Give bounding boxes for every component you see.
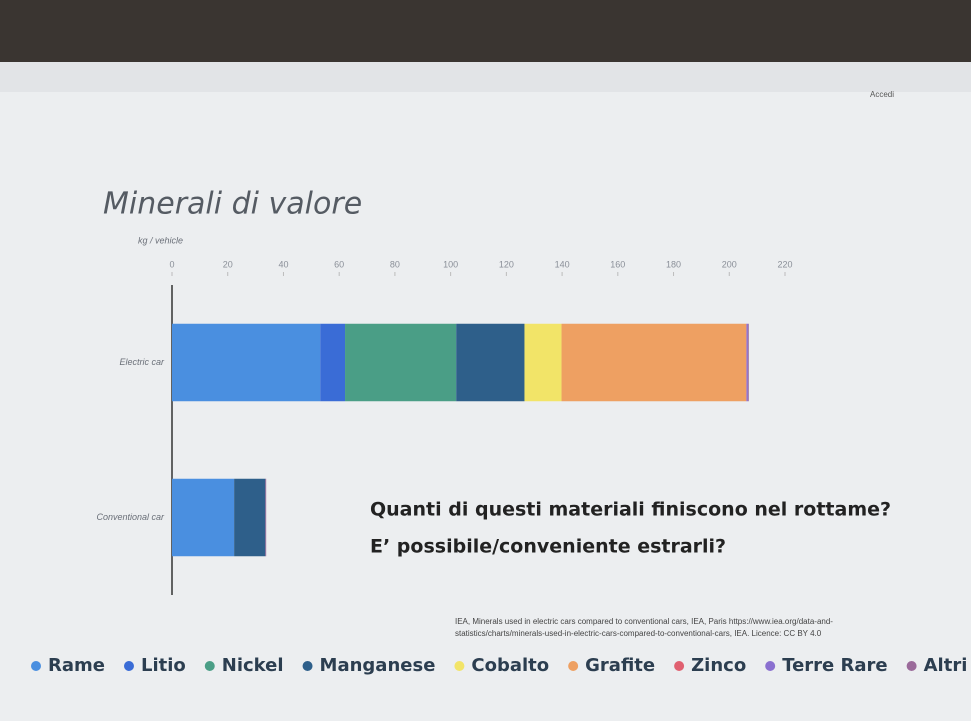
bar-segment [345, 324, 456, 402]
x-tick-label: 20 [223, 259, 233, 269]
x-tick-label: 40 [278, 259, 288, 269]
bar-segment [456, 324, 524, 402]
annotation: E’ possibile/conveniente estrarli? [370, 536, 726, 558]
bar-segment [748, 324, 749, 402]
legend-label: Manganese [320, 655, 436, 676]
room-background [0, 0, 971, 62]
x-tick-label: 200 [722, 259, 737, 269]
bar-segment [524, 324, 561, 402]
x-tick-label: 100 [443, 259, 458, 269]
source: IEA, Minerals used in electric cars comp… [455, 617, 833, 626]
x-tick-label: 60 [334, 259, 344, 269]
bar-segment [562, 324, 747, 402]
legend-swatch [765, 661, 775, 671]
x-tick-label: 160 [610, 259, 625, 269]
chart-title: Minerali di valore [103, 187, 362, 222]
legend-swatch [124, 661, 134, 671]
legend-swatch [454, 661, 464, 671]
legend-label: Rame [48, 655, 105, 676]
legend-label: Zinco [691, 655, 746, 676]
legend-label: Grafite [585, 655, 655, 676]
x-tick-label: 80 [390, 259, 400, 269]
page: {"browser": {"button": "Accedi"}, "chart… [0, 0, 971, 721]
bar-segment [265, 479, 266, 557]
bar-segment [320, 324, 345, 402]
legend-swatch [907, 661, 917, 671]
x-tick-label: 120 [499, 259, 514, 269]
bar-segment [747, 324, 748, 402]
legend-label: Altri [924, 655, 968, 676]
login-button[interactable]: Accedi [870, 90, 894, 99]
annotation: Quanti di questi materiali finiscono nel… [370, 499, 891, 521]
legend-label: Nickel [222, 655, 284, 676]
legend-swatch [31, 661, 41, 671]
browser-bar [0, 62, 971, 92]
chart: Accedi Minerali di valore kg / vehicle Q… [0, 0, 971, 721]
legend-swatch [674, 661, 684, 671]
legend-label: Litio [141, 655, 186, 676]
axis-label: kg / vehicle [138, 235, 183, 245]
legend-swatch [205, 661, 215, 671]
x-tick-label: 140 [555, 259, 570, 269]
x-tick-label: 0 [169, 259, 174, 269]
x-tick-label: 220 [777, 259, 792, 269]
legend-swatch [303, 661, 313, 671]
y-tick-label: Electric car [119, 357, 165, 367]
legend-label: Cobalto [471, 655, 549, 676]
bar-segment [172, 479, 234, 557]
legend-swatch [568, 661, 578, 671]
legend-label: Terre Rare [782, 655, 887, 676]
bar-segment [234, 479, 265, 557]
bar-segment [172, 324, 320, 402]
source: statistics/charts/minerals-used-in-elect… [455, 629, 822, 638]
x-tick-label: 180 [666, 259, 681, 269]
y-tick-label: Conventional car [96, 512, 165, 522]
